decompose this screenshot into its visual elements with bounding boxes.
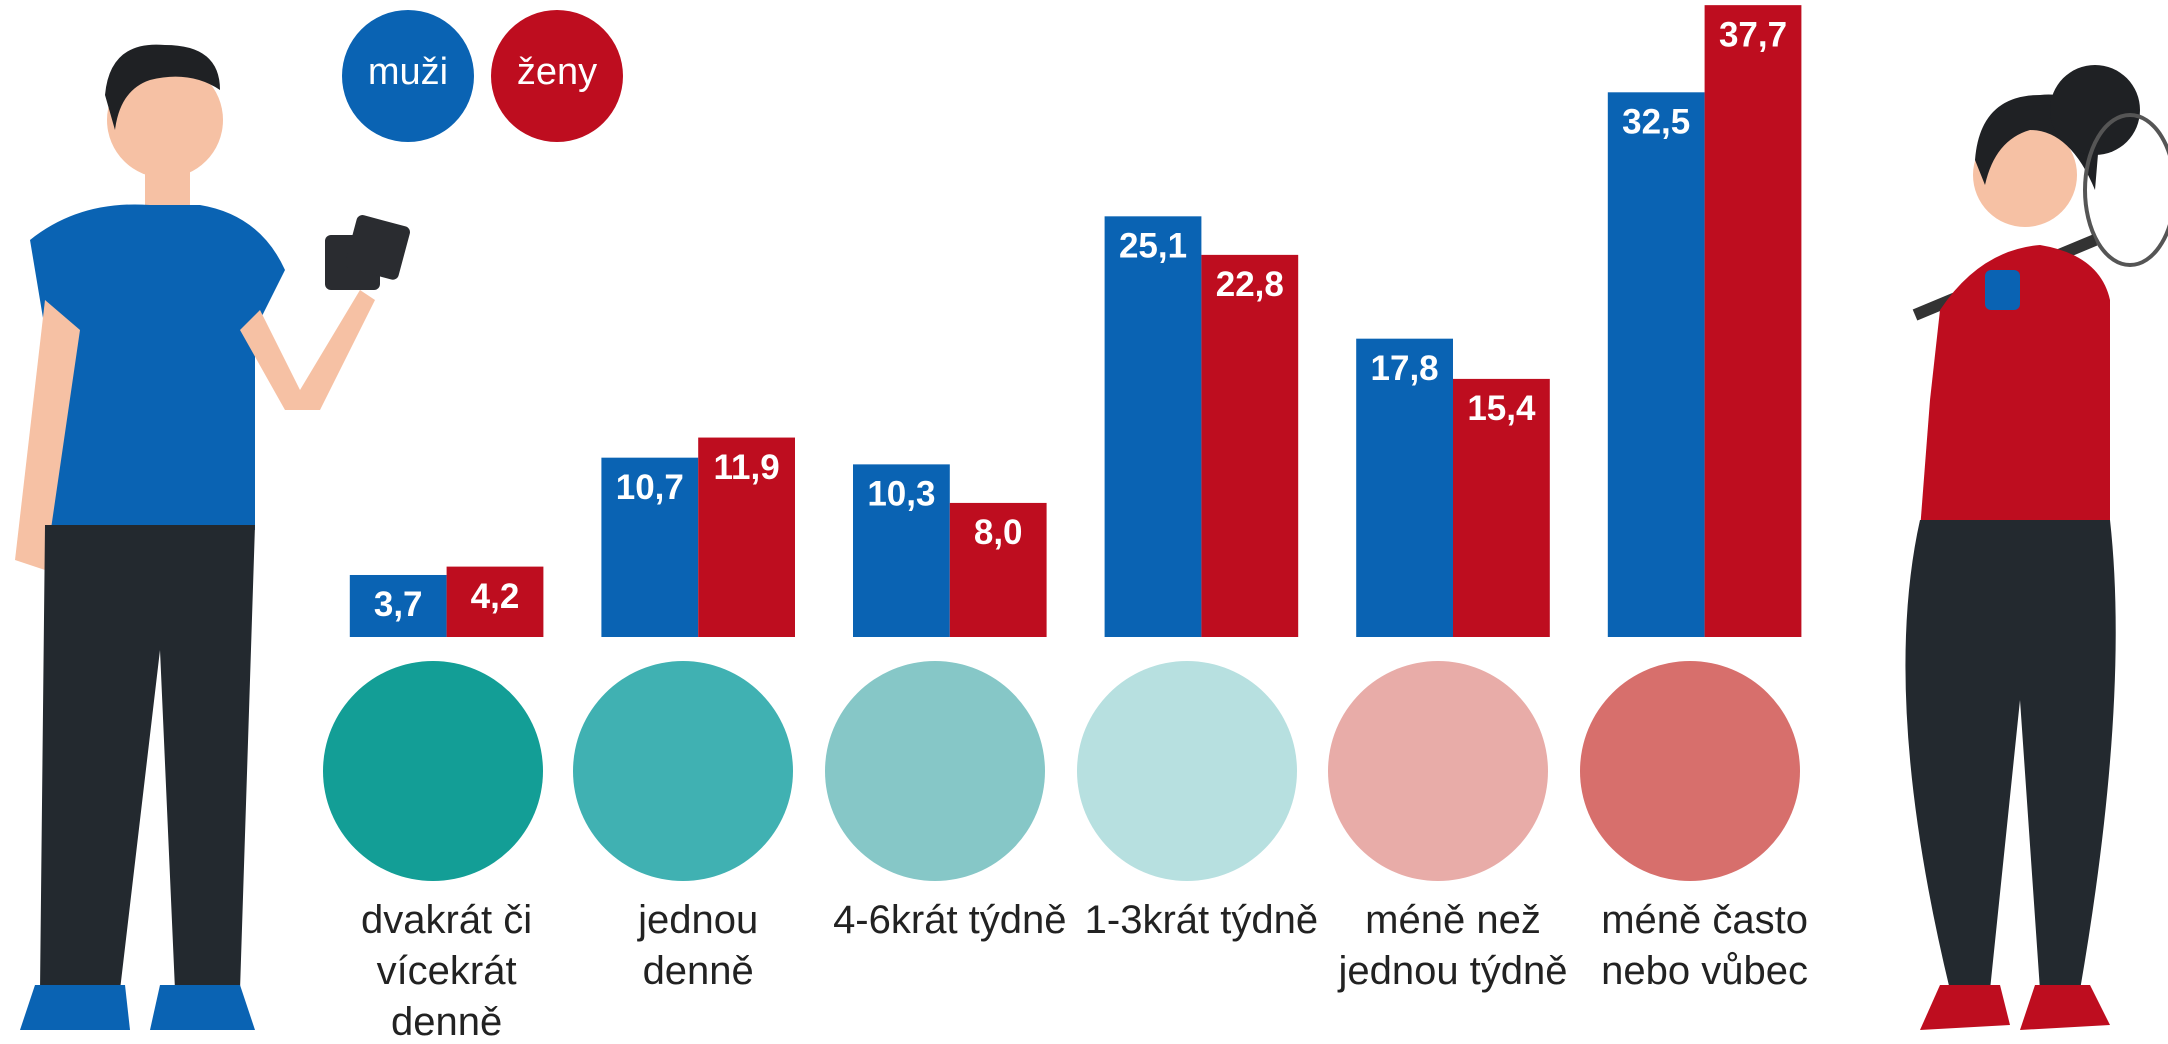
value-label: 15,4 (1467, 389, 1536, 428)
value-label: 8,0 (974, 513, 1023, 552)
bar (1704, 5, 1802, 637)
bar (1104, 216, 1202, 637)
value-label: 10,3 (867, 475, 935, 514)
bar (698, 437, 795, 637)
value-label: 37,7 (1719, 15, 1787, 54)
bar (1453, 378, 1550, 637)
legend-label: muži (368, 51, 448, 93)
category-label: 1-3krát týdně (1084, 898, 1319, 942)
bar (601, 457, 699, 637)
bar (1201, 254, 1299, 637)
bar (446, 566, 544, 637)
bar (1356, 338, 1453, 637)
man-illustration (15, 44, 410, 1030)
value-label: 25,1 (1119, 227, 1187, 266)
value-label: 22,8 (1216, 265, 1284, 304)
activity-icons (323, 661, 1800, 881)
category-label: méně často nebo vůbec (1601, 898, 1809, 993)
category-label: 4-6krát týdně (833, 898, 1067, 942)
value-label: 3,7 (374, 585, 423, 624)
legend-marker (491, 10, 623, 142)
value-label: 4,2 (471, 577, 520, 616)
category-label: dvakrát či vícekrát denně (361, 898, 533, 1044)
bar (949, 502, 1047, 637)
legend-label: ženy (517, 51, 597, 93)
woman-illustration (1905, 65, 2168, 1030)
bar (1607, 92, 1705, 638)
category-label: jednou denně (638, 898, 759, 993)
bar (349, 574, 447, 637)
bar (853, 464, 950, 637)
value-label: 17,8 (1371, 349, 1439, 388)
value-label: 32,5 (1622, 103, 1690, 142)
legend-marker (342, 10, 474, 142)
category-label: méně než jednou týdně (1338, 898, 1568, 993)
value-label: 10,7 (616, 468, 684, 507)
value-label: 11,9 (713, 448, 779, 487)
